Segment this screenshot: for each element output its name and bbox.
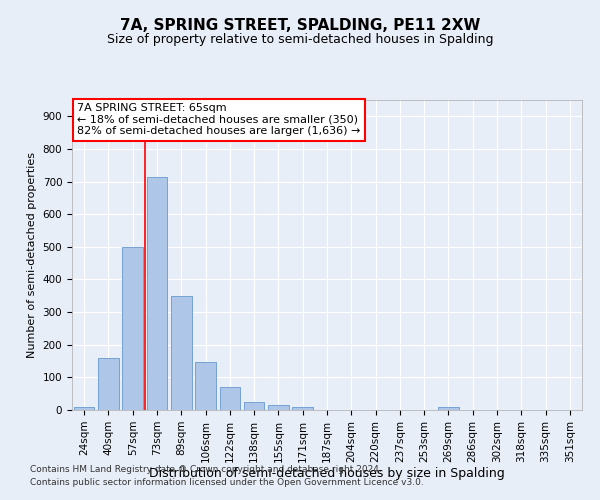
Y-axis label: Number of semi-detached properties: Number of semi-detached properties — [27, 152, 37, 358]
Bar — [268, 405, 289, 410]
Text: 7A, SPRING STREET, SPALDING, PE11 2XW: 7A, SPRING STREET, SPALDING, PE11 2XW — [120, 18, 480, 32]
Text: Size of property relative to semi-detached houses in Spalding: Size of property relative to semi-detach… — [107, 32, 493, 46]
Bar — [171, 296, 191, 410]
Bar — [146, 176, 167, 410]
Bar — [74, 406, 94, 410]
Text: Contains public sector information licensed under the Open Government Licence v3: Contains public sector information licen… — [30, 478, 424, 487]
Bar — [438, 406, 459, 410]
Bar — [220, 387, 240, 410]
Bar — [195, 362, 216, 410]
Bar — [292, 406, 313, 410]
Text: Contains HM Land Registry data © Crown copyright and database right 2024.: Contains HM Land Registry data © Crown c… — [30, 466, 382, 474]
Text: 7A SPRING STREET: 65sqm
← 18% of semi-detached houses are smaller (350)
82% of s: 7A SPRING STREET: 65sqm ← 18% of semi-de… — [77, 103, 361, 136]
X-axis label: Distribution of semi-detached houses by size in Spalding: Distribution of semi-detached houses by … — [149, 468, 505, 480]
Bar — [244, 402, 265, 410]
Bar — [98, 358, 119, 410]
Bar — [122, 247, 143, 410]
